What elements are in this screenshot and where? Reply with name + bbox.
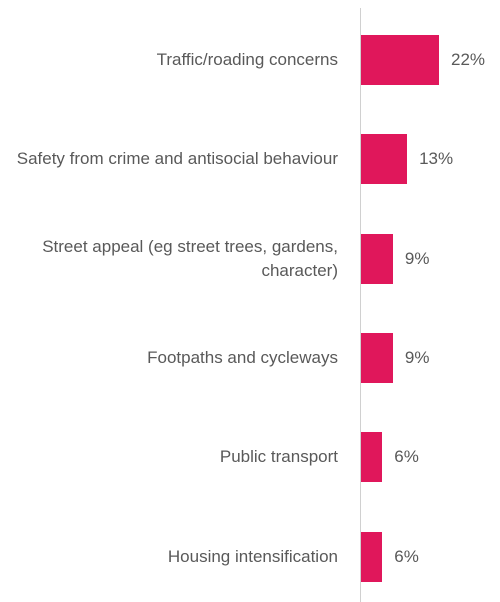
- bar: [361, 432, 383, 483]
- value-label: 6%: [394, 447, 419, 467]
- value-label: 9%: [404, 347, 430, 367]
- category-label: Footpaths and cycleways: [147, 347, 338, 367]
- axis-line: [360, 8, 361, 602]
- bar-row: Traffic/roading concerns 22%: [0, 34, 500, 86]
- value-label: 6%: [394, 546, 419, 566]
- category-label: Public transport: [219, 447, 338, 467]
- bar-row: Housing intensification 6%: [0, 531, 500, 583]
- value-label: 13%: [419, 149, 454, 169]
- bar: [361, 134, 408, 185]
- bar-row: Footpaths and cycleways 9%: [0, 332, 500, 384]
- category-label: Traffic/roading concerns: [156, 50, 338, 69]
- category-label: Street appeal (eg street trees, gardens,…: [42, 236, 338, 280]
- value-label: 9%: [404, 248, 430, 268]
- category-label: Safety from crime and antisocial behavio…: [16, 149, 338, 169]
- bar-row: Public transport 6%: [0, 431, 500, 483]
- bar: [361, 332, 393, 383]
- bar-row: Safety from crime and antisocial behavio…: [0, 133, 500, 185]
- bar-row: Street appeal (eg street trees, gardens,…: [0, 233, 500, 285]
- bar: [361, 35, 439, 85]
- bar: [361, 233, 393, 284]
- bar: [361, 531, 383, 582]
- category-label: Housing intensification: [167, 546, 338, 566]
- value-label: 22%: [451, 50, 486, 69]
